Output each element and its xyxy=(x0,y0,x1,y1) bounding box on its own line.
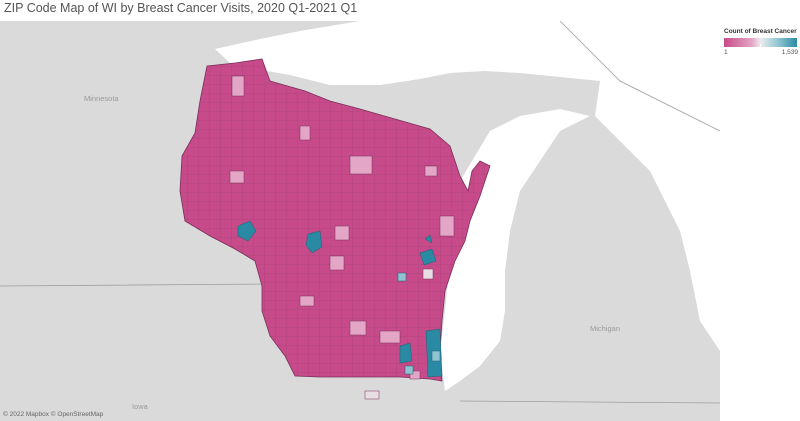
color-legend[interactable]: Count of Breast Cancer .. 1 1,539 xyxy=(724,28,798,56)
legend-midpoint-tick xyxy=(760,44,761,51)
wisconsin-zip-grid xyxy=(180,59,490,381)
lake-huron xyxy=(595,81,720,351)
legend-title: Count of Breast Cancer .. xyxy=(724,28,798,35)
label-iowa: Iowa xyxy=(132,402,149,411)
mid-count-zips[interactable] xyxy=(364,268,434,400)
mid-high-count-zips[interactable] xyxy=(397,272,441,375)
zip-code-map[interactable]: Minnesota Michigan Iowa © 2022 Mapbox © … xyxy=(0,21,720,421)
label-michigan: Michigan xyxy=(590,324,620,333)
lake-superior xyxy=(215,21,720,93)
label-minnesota: Minnesota xyxy=(84,94,119,103)
legend-min-value: 1 xyxy=(724,49,728,56)
map-attribution[interactable]: © 2022 Mapbox © OpenStreetMap xyxy=(3,411,104,418)
legend-max-value: 1,539 xyxy=(781,49,798,56)
state-borders xyxy=(0,21,720,404)
low-count-zips[interactable] xyxy=(229,75,455,380)
legend-gradient-bar xyxy=(724,38,797,47)
map-title: ZIP Code Map of WI by Breast Cancer Visi… xyxy=(4,1,358,15)
lake-michigan xyxy=(440,109,590,391)
map-svg[interactable]: Minnesota Michigan Iowa xyxy=(0,21,720,421)
